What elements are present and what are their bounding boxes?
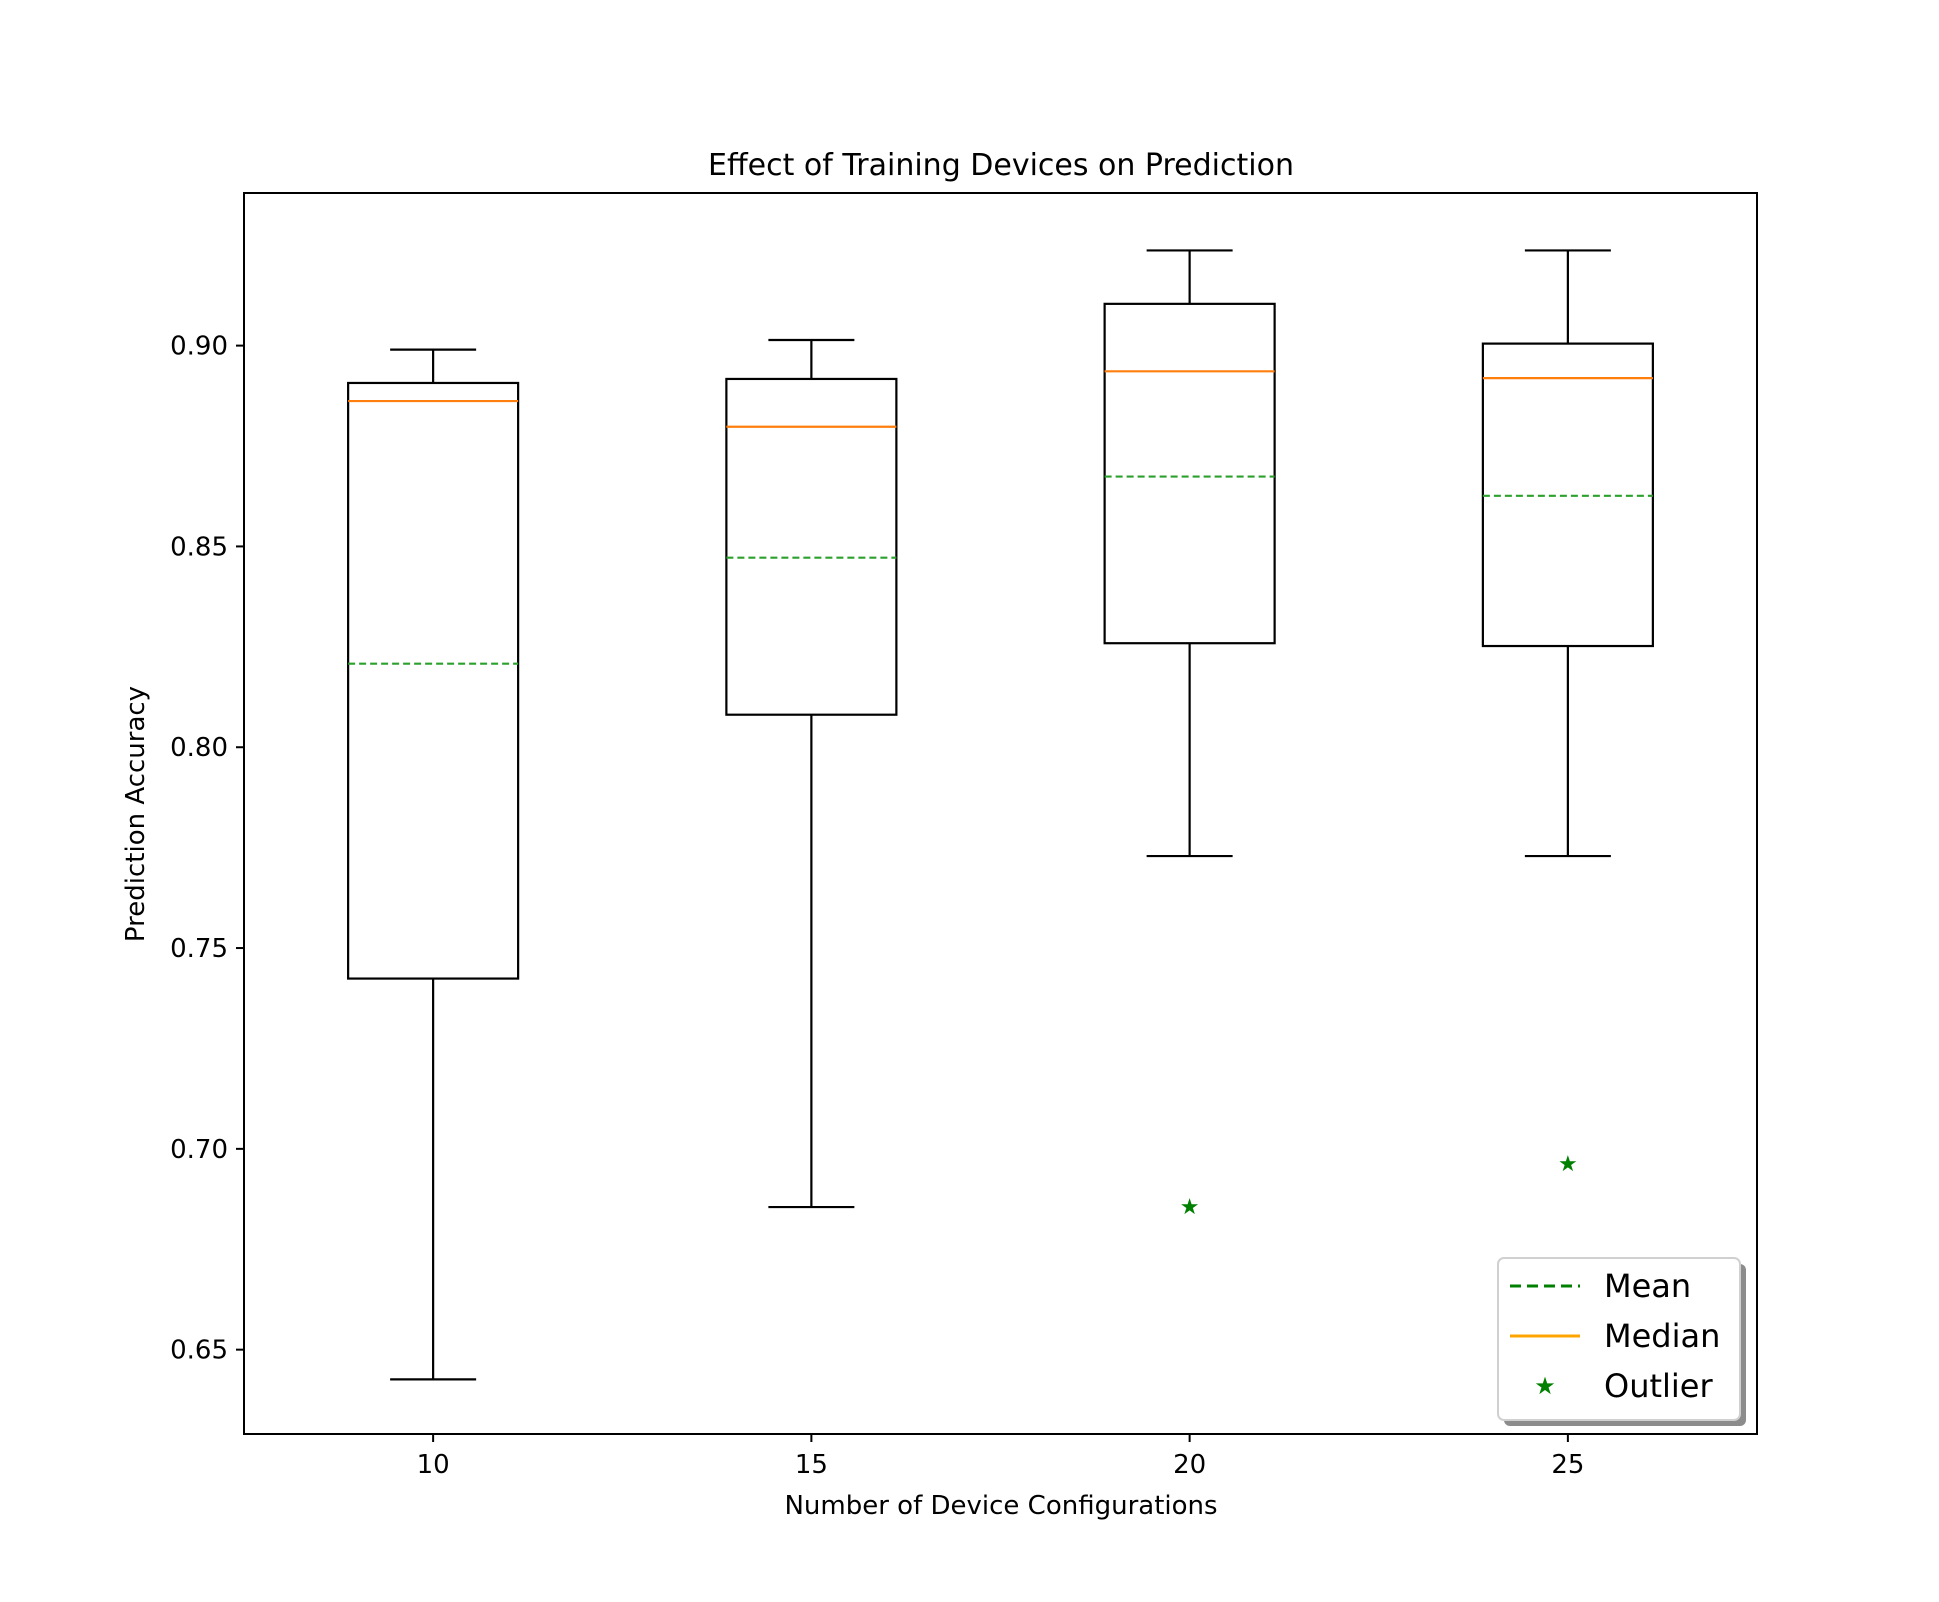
plot-area: ★★ [347, 249, 1654, 1381]
legend: Mean Median ★ Outlier [1497, 1257, 1746, 1426]
x-axis-label: Number of Device Configurations [784, 1491, 1217, 1521]
plot-frame [243, 192, 1758, 1435]
chart-title: Effect of Training Devices on Prediction [708, 148, 1294, 183]
box-iqr [1103, 302, 1276, 645]
legend-box [1497, 1257, 1741, 1421]
y-tick-label: 0.85 [170, 532, 228, 562]
y-tick-label: 0.70 [170, 1135, 228, 1165]
outlier-marker: ★ [1558, 1152, 1578, 1177]
box-iqr [725, 377, 898, 716]
x-tick-label: 15 [795, 1450, 828, 1480]
box-iqr [347, 381, 520, 980]
box-group-20: ★ [1103, 249, 1276, 1220]
outlier-marker: ★ [1180, 1195, 1200, 1220]
x-tick-label: 20 [1173, 1450, 1206, 1480]
box-group-10 [347, 348, 520, 1381]
y-tick-label: 0.90 [170, 332, 228, 362]
legend-outlier-swatch: ★ [1534, 1372, 1556, 1400]
y-tick-label: 0.75 [170, 934, 228, 964]
legend-label-median: Median [1604, 1317, 1720, 1355]
y-axis-label: Prediction Accuracy [121, 686, 151, 942]
box-group-15 [725, 338, 898, 1209]
y-tick-label: 0.65 [170, 1336, 228, 1366]
box-group-25: ★ [1481, 249, 1654, 1177]
axis-ticks: 10 15 20 25 0.65 0.70 0.75 0.80 0.85 0.90 [170, 332, 1584, 1480]
x-tick-label: 10 [417, 1450, 450, 1480]
y-tick-label: 0.80 [170, 733, 228, 763]
legend-label-mean: Mean [1604, 1267, 1691, 1305]
legend-label-outlier: Outlier [1604, 1367, 1713, 1405]
x-tick-label: 25 [1551, 1450, 1584, 1480]
